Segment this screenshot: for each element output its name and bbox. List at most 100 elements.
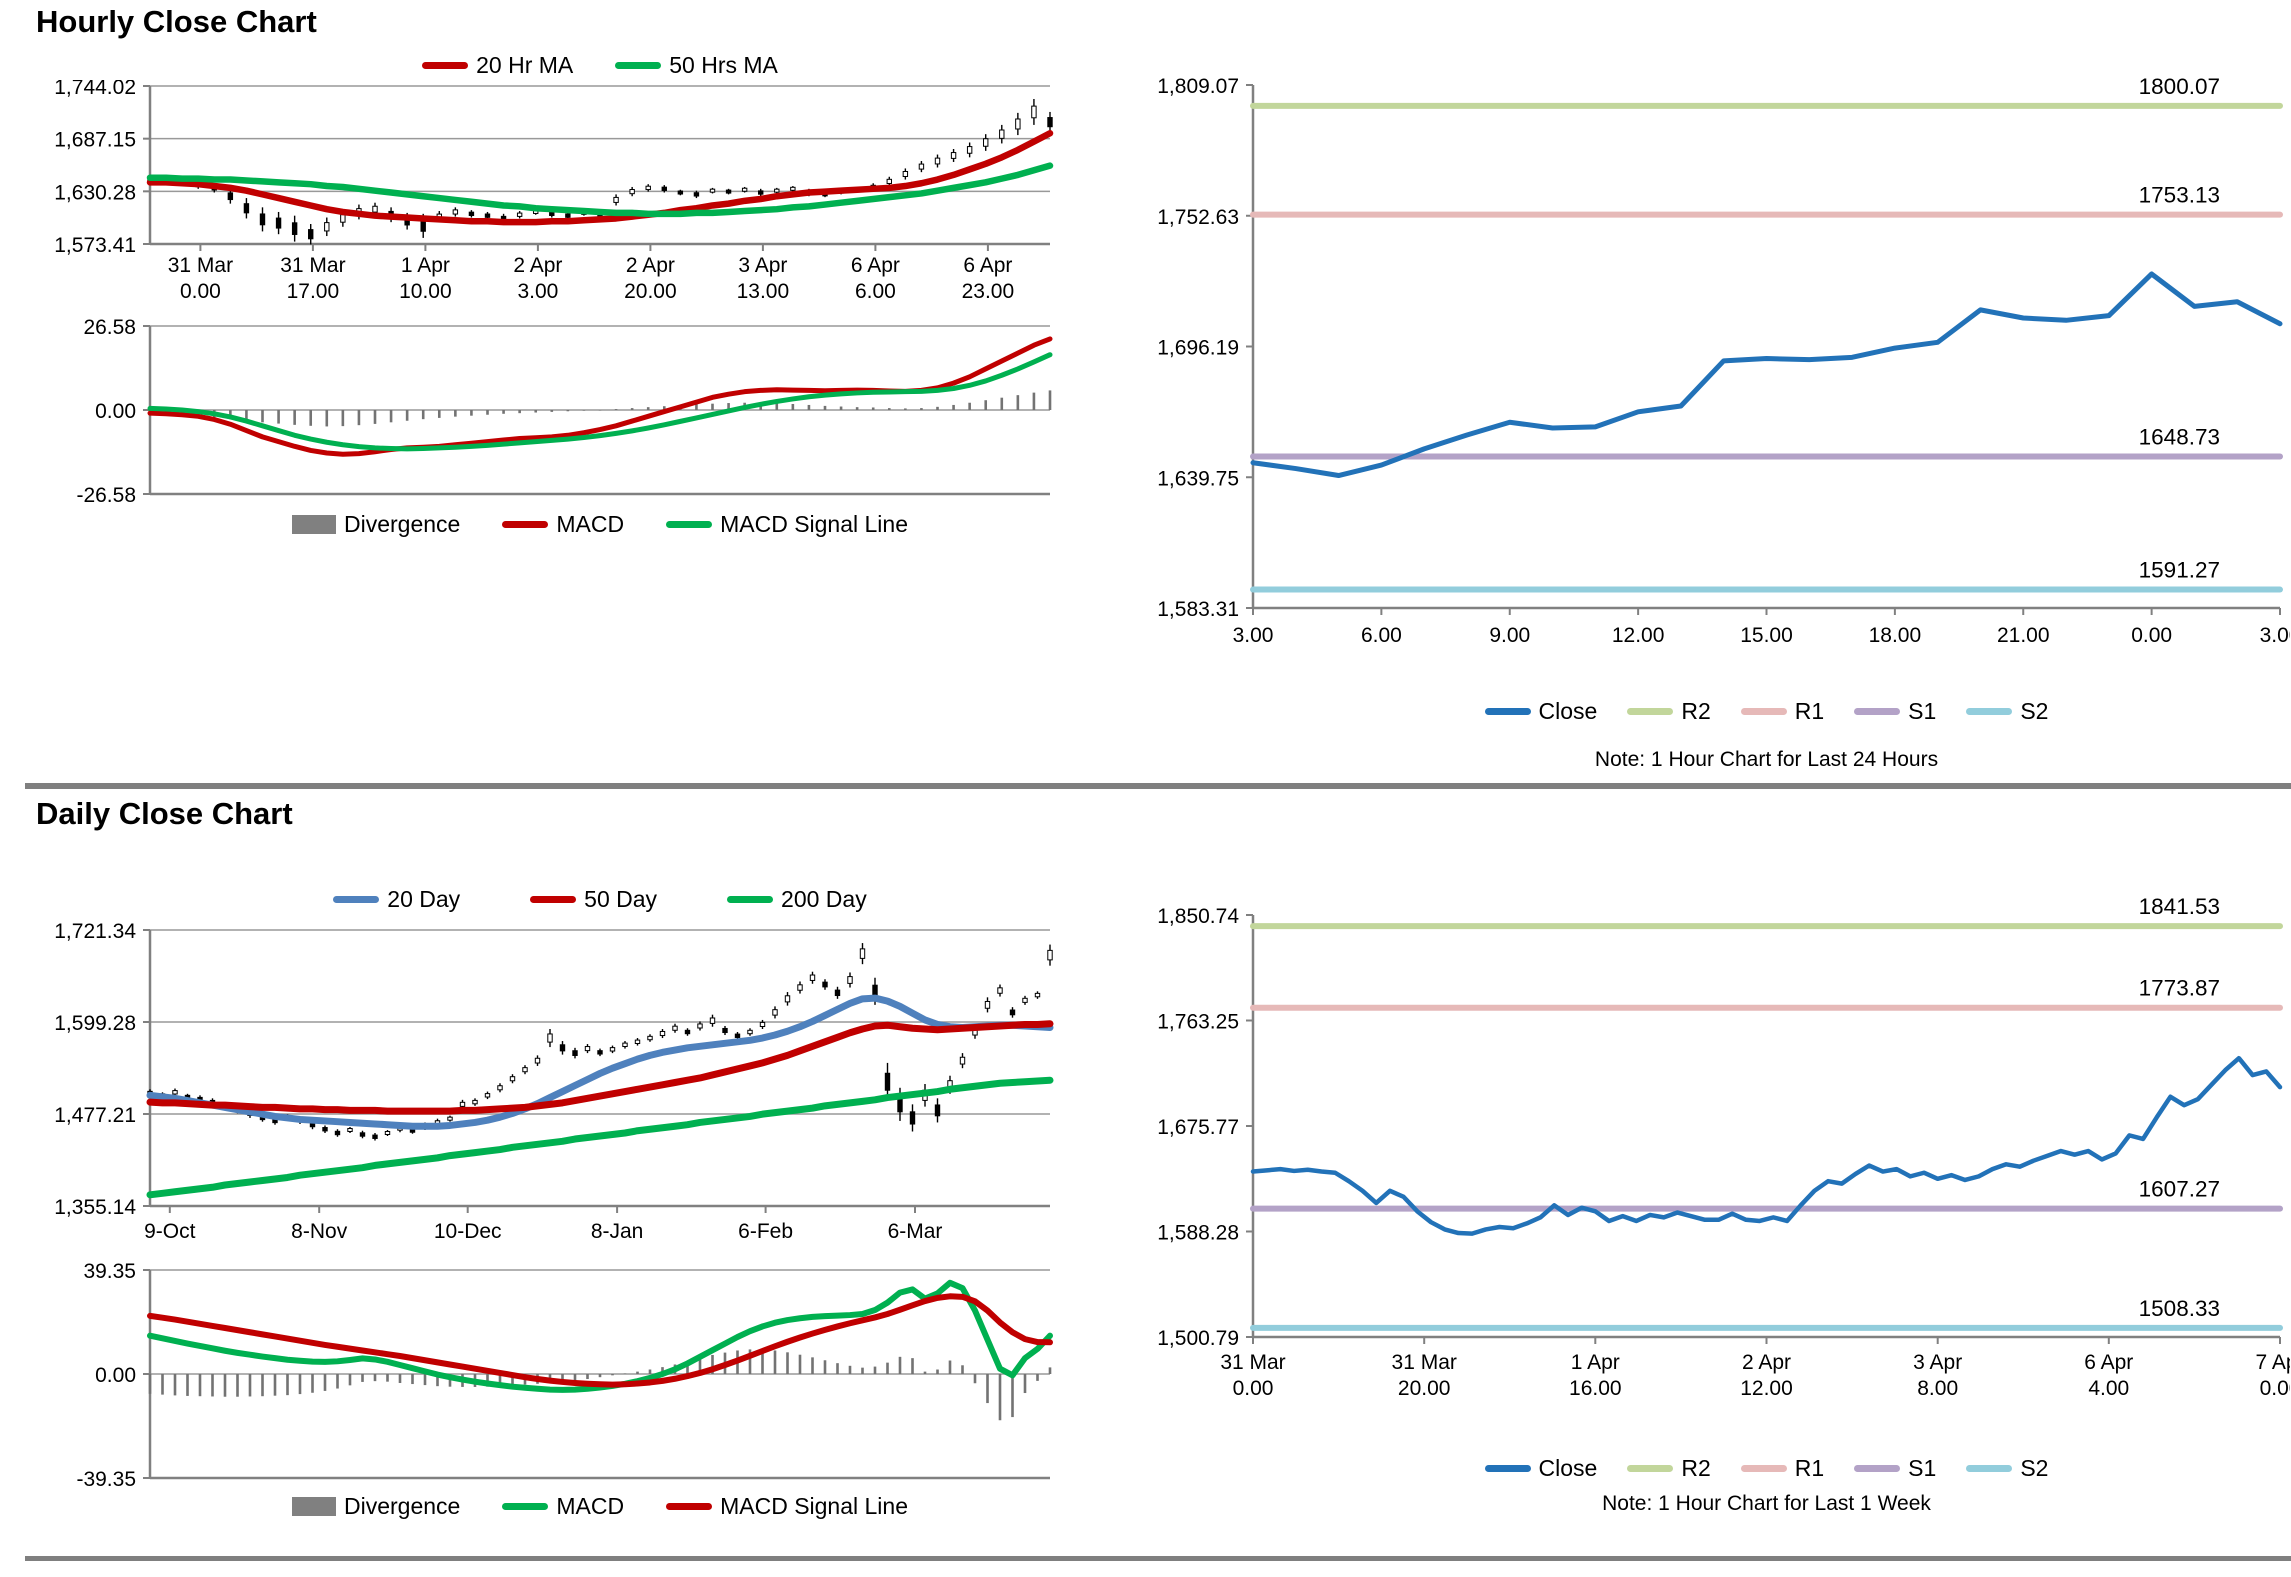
divergence-bar xyxy=(839,406,843,410)
x-axis-tick-label: 10.00 xyxy=(399,280,452,303)
x-axis-tick-label: 2 Apr xyxy=(626,254,675,277)
legend-line-swatch-icon xyxy=(1740,707,1787,715)
candle-body xyxy=(759,1021,766,1028)
x-axis-tick-label: 16.00 xyxy=(1569,1377,1622,1400)
candle-body xyxy=(291,222,298,235)
divergence-bar xyxy=(286,1374,289,1396)
weekly-pivot-svg: 1,850.74 1,763.25 1,675.77 1,588.28 1,500.79… xyxy=(1157,894,2291,1400)
candle-body xyxy=(834,989,841,997)
candle-body xyxy=(884,1072,891,1091)
legend-item: 50 Hrs MA xyxy=(615,52,778,79)
divergence-bar xyxy=(1000,397,1004,410)
pivot-level-label: 1508.33 xyxy=(2139,1296,2220,1321)
divergence-bar xyxy=(936,1369,939,1374)
divergence-bar xyxy=(614,409,618,410)
divergence-bar xyxy=(173,1374,177,1396)
legend-label: 20 Hr MA xyxy=(476,51,574,78)
legend-label: R2 xyxy=(1681,697,1711,724)
divergence-bar xyxy=(561,1374,564,1382)
legend-item: 20 Day xyxy=(333,886,460,913)
divergence-bar xyxy=(598,410,602,411)
hourly-macd-chart: 26.58 0.00 -26.58 xyxy=(15,316,1056,507)
legend-line-swatch-icon xyxy=(1627,707,1674,715)
y-axis-tick-label: 1,721.34 xyxy=(54,922,136,943)
legend-item: Divergence xyxy=(292,511,460,538)
hourly-pivot-note: Note: 1 Hour Chart for Last 24 Hours xyxy=(1594,748,1939,771)
divergence-bar xyxy=(1048,1367,1052,1374)
series-line xyxy=(146,129,1054,226)
legend-label: S2 xyxy=(2020,697,2049,724)
legend-item: R1 xyxy=(1740,698,1824,725)
candle-body xyxy=(645,185,651,191)
divergence-bar xyxy=(1036,1374,1039,1381)
divergence-bar xyxy=(711,1354,714,1374)
candle-body xyxy=(1015,118,1021,130)
y-axis-tick-label: -26.58 xyxy=(76,484,136,503)
divergence-bar xyxy=(373,1374,377,1382)
y-axis-tick-label: 1,809.07 xyxy=(1157,75,1239,98)
candle-body xyxy=(684,1029,691,1035)
divergence-bar xyxy=(1032,392,1036,410)
y-axis-tick-label: 39.35 xyxy=(83,1262,136,1283)
candle-body xyxy=(647,1035,653,1041)
legend-item: R2 xyxy=(1627,1455,1711,1482)
candle-body xyxy=(1031,105,1037,119)
x-axis-tick-label: 2 Apr xyxy=(513,254,562,277)
divergence-bar xyxy=(952,404,955,410)
candle-body xyxy=(347,1127,353,1132)
divergence-bar xyxy=(948,1360,952,1374)
candle-body xyxy=(784,995,791,1003)
divergence-bar xyxy=(148,1374,152,1394)
divergence-bar xyxy=(686,1361,689,1374)
legend-label: MACD xyxy=(556,1492,625,1519)
candle-body xyxy=(1009,1009,1016,1016)
legend-line-swatch-icon xyxy=(666,520,713,528)
series-line xyxy=(147,1279,1053,1393)
legend-label: 20 Day xyxy=(387,885,461,912)
candle-body xyxy=(584,1046,591,1052)
candle-body xyxy=(372,205,378,213)
x-axis-tick-label: 3.00 xyxy=(517,280,558,303)
candle-body xyxy=(902,170,909,177)
x-axis-tick-label: 21.00 xyxy=(1997,624,2050,647)
pivot-level-label: 1800.07 xyxy=(2139,74,2220,99)
divergence-bar xyxy=(437,410,441,418)
divergence-bar xyxy=(309,410,313,426)
legend-bar-swatch-icon xyxy=(292,1496,336,1516)
x-axis-tick-label: 31 Mar xyxy=(280,254,345,277)
legend-label: S2 xyxy=(2020,1454,2049,1481)
candle-body xyxy=(984,1000,991,1009)
y-axis-tick-label: 1,675.77 xyxy=(1157,1116,1239,1139)
legend-bar-swatch-icon xyxy=(292,514,336,534)
candle-body xyxy=(622,1042,628,1048)
divergence-bar xyxy=(186,1374,189,1396)
x-axis-tick-label: 1 Apr xyxy=(1571,1351,1620,1374)
divergence-bar xyxy=(848,1365,852,1374)
candle-body xyxy=(172,1090,178,1095)
candle-body xyxy=(497,1085,503,1091)
divergence-bar xyxy=(411,1374,414,1385)
divergence-bar xyxy=(936,406,939,410)
candle-body xyxy=(741,187,748,192)
y-axis-tick-label: 1,696.19 xyxy=(1157,337,1239,360)
legend-line-swatch-icon xyxy=(1484,1464,1531,1472)
x-axis-tick-label: 0.00 xyxy=(2131,624,2172,647)
divergence-bar xyxy=(223,1374,227,1397)
legend-item: S1 xyxy=(1854,698,1936,725)
series-line xyxy=(1250,271,2283,479)
legend-item: R2 xyxy=(1627,697,1711,725)
x-axis-tick-label: 31 Mar xyxy=(168,254,233,277)
pivot-level-label: 1841.53 xyxy=(2139,894,2220,919)
divergence-bar xyxy=(961,1365,964,1374)
divergence-bar xyxy=(573,1374,577,1381)
candle-body xyxy=(659,1030,666,1037)
candle-body xyxy=(447,1116,453,1121)
divergence-bar xyxy=(973,1374,977,1384)
series-line xyxy=(146,162,1054,218)
candle-body xyxy=(774,188,780,193)
hourly-price-svg: 1,744.02 1,687.15 1,630.28 1,573.41 31 Mar 0.… xyxy=(54,76,1054,303)
hourly-price-chart: 1,744.02 1,687.15 1,630.28 1,573.41 31 Mar 0.… xyxy=(15,76,1056,310)
series-line xyxy=(146,1020,1054,1115)
divergence-bar xyxy=(968,402,971,410)
divergence-bar xyxy=(486,1374,489,1387)
